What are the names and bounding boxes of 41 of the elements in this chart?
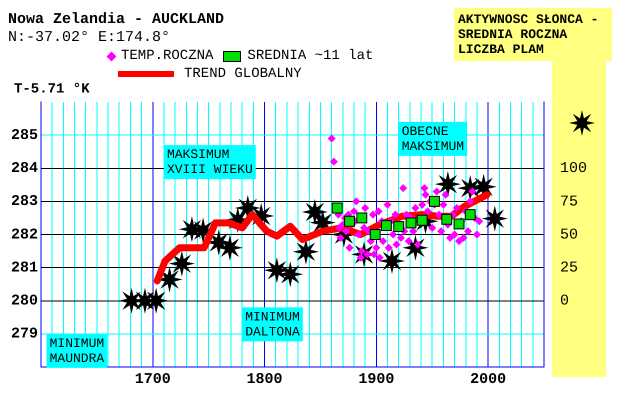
y-tick-label: 282 xyxy=(10,226,38,244)
point xyxy=(464,209,476,220)
y2-tick-label: 100 xyxy=(560,160,588,178)
y2-tick-label: 75 xyxy=(560,193,578,210)
point xyxy=(380,220,392,232)
point xyxy=(378,248,405,274)
annotation: OBECNE MAKSIMUM xyxy=(402,124,464,154)
point xyxy=(168,250,195,277)
y2-tick-label: 50 xyxy=(560,226,578,244)
point xyxy=(441,214,452,225)
x-tick-label: 1900 xyxy=(358,370,394,388)
y-tick-label: 284 xyxy=(10,160,38,178)
point xyxy=(406,217,416,228)
x-tick-label: 2000 xyxy=(470,370,506,388)
x-tick-label: 1800 xyxy=(246,370,283,388)
annotation: MINIMUM DALTONA xyxy=(245,309,300,340)
point xyxy=(370,229,381,240)
point xyxy=(482,206,508,232)
annotation: MINIMUM MAUNDRA xyxy=(50,336,104,366)
point xyxy=(332,202,343,214)
point xyxy=(429,196,440,207)
y-axis-title: T-5.71 °K xyxy=(14,82,90,98)
y-tick-label: 279 xyxy=(10,326,38,343)
point xyxy=(454,218,464,230)
y2-axis-title: AKTYWNOSC SŁONCA - SREDNIA ROCZNA LICZBA PLAM xyxy=(454,8,612,61)
annotation: MAKSIMUM XVIII WIEKU xyxy=(166,147,253,177)
y2-tick-label: 0 xyxy=(560,292,570,310)
x-tick-label: 1700 xyxy=(134,370,171,388)
legend-label: SREDNIA ~11 lat xyxy=(247,48,374,64)
y-tick-label: 285 xyxy=(10,126,38,144)
y-tick-label: 280 xyxy=(10,292,38,310)
y-tick-label: 283 xyxy=(10,193,38,210)
point xyxy=(356,212,368,224)
y-tick-label: 281 xyxy=(10,259,38,276)
y2-tick-label: 25 xyxy=(560,260,578,277)
point xyxy=(393,221,404,232)
legend-label: TREND GLOBALNY xyxy=(184,66,302,82)
chart-title: Nowa Zelandia - AUCKLAND xyxy=(8,10,224,28)
chart-subtitle: N:-37.02° E:174.8° xyxy=(8,28,170,46)
point xyxy=(344,216,355,227)
legend-label: TEMP.ROCZNA xyxy=(121,48,214,64)
